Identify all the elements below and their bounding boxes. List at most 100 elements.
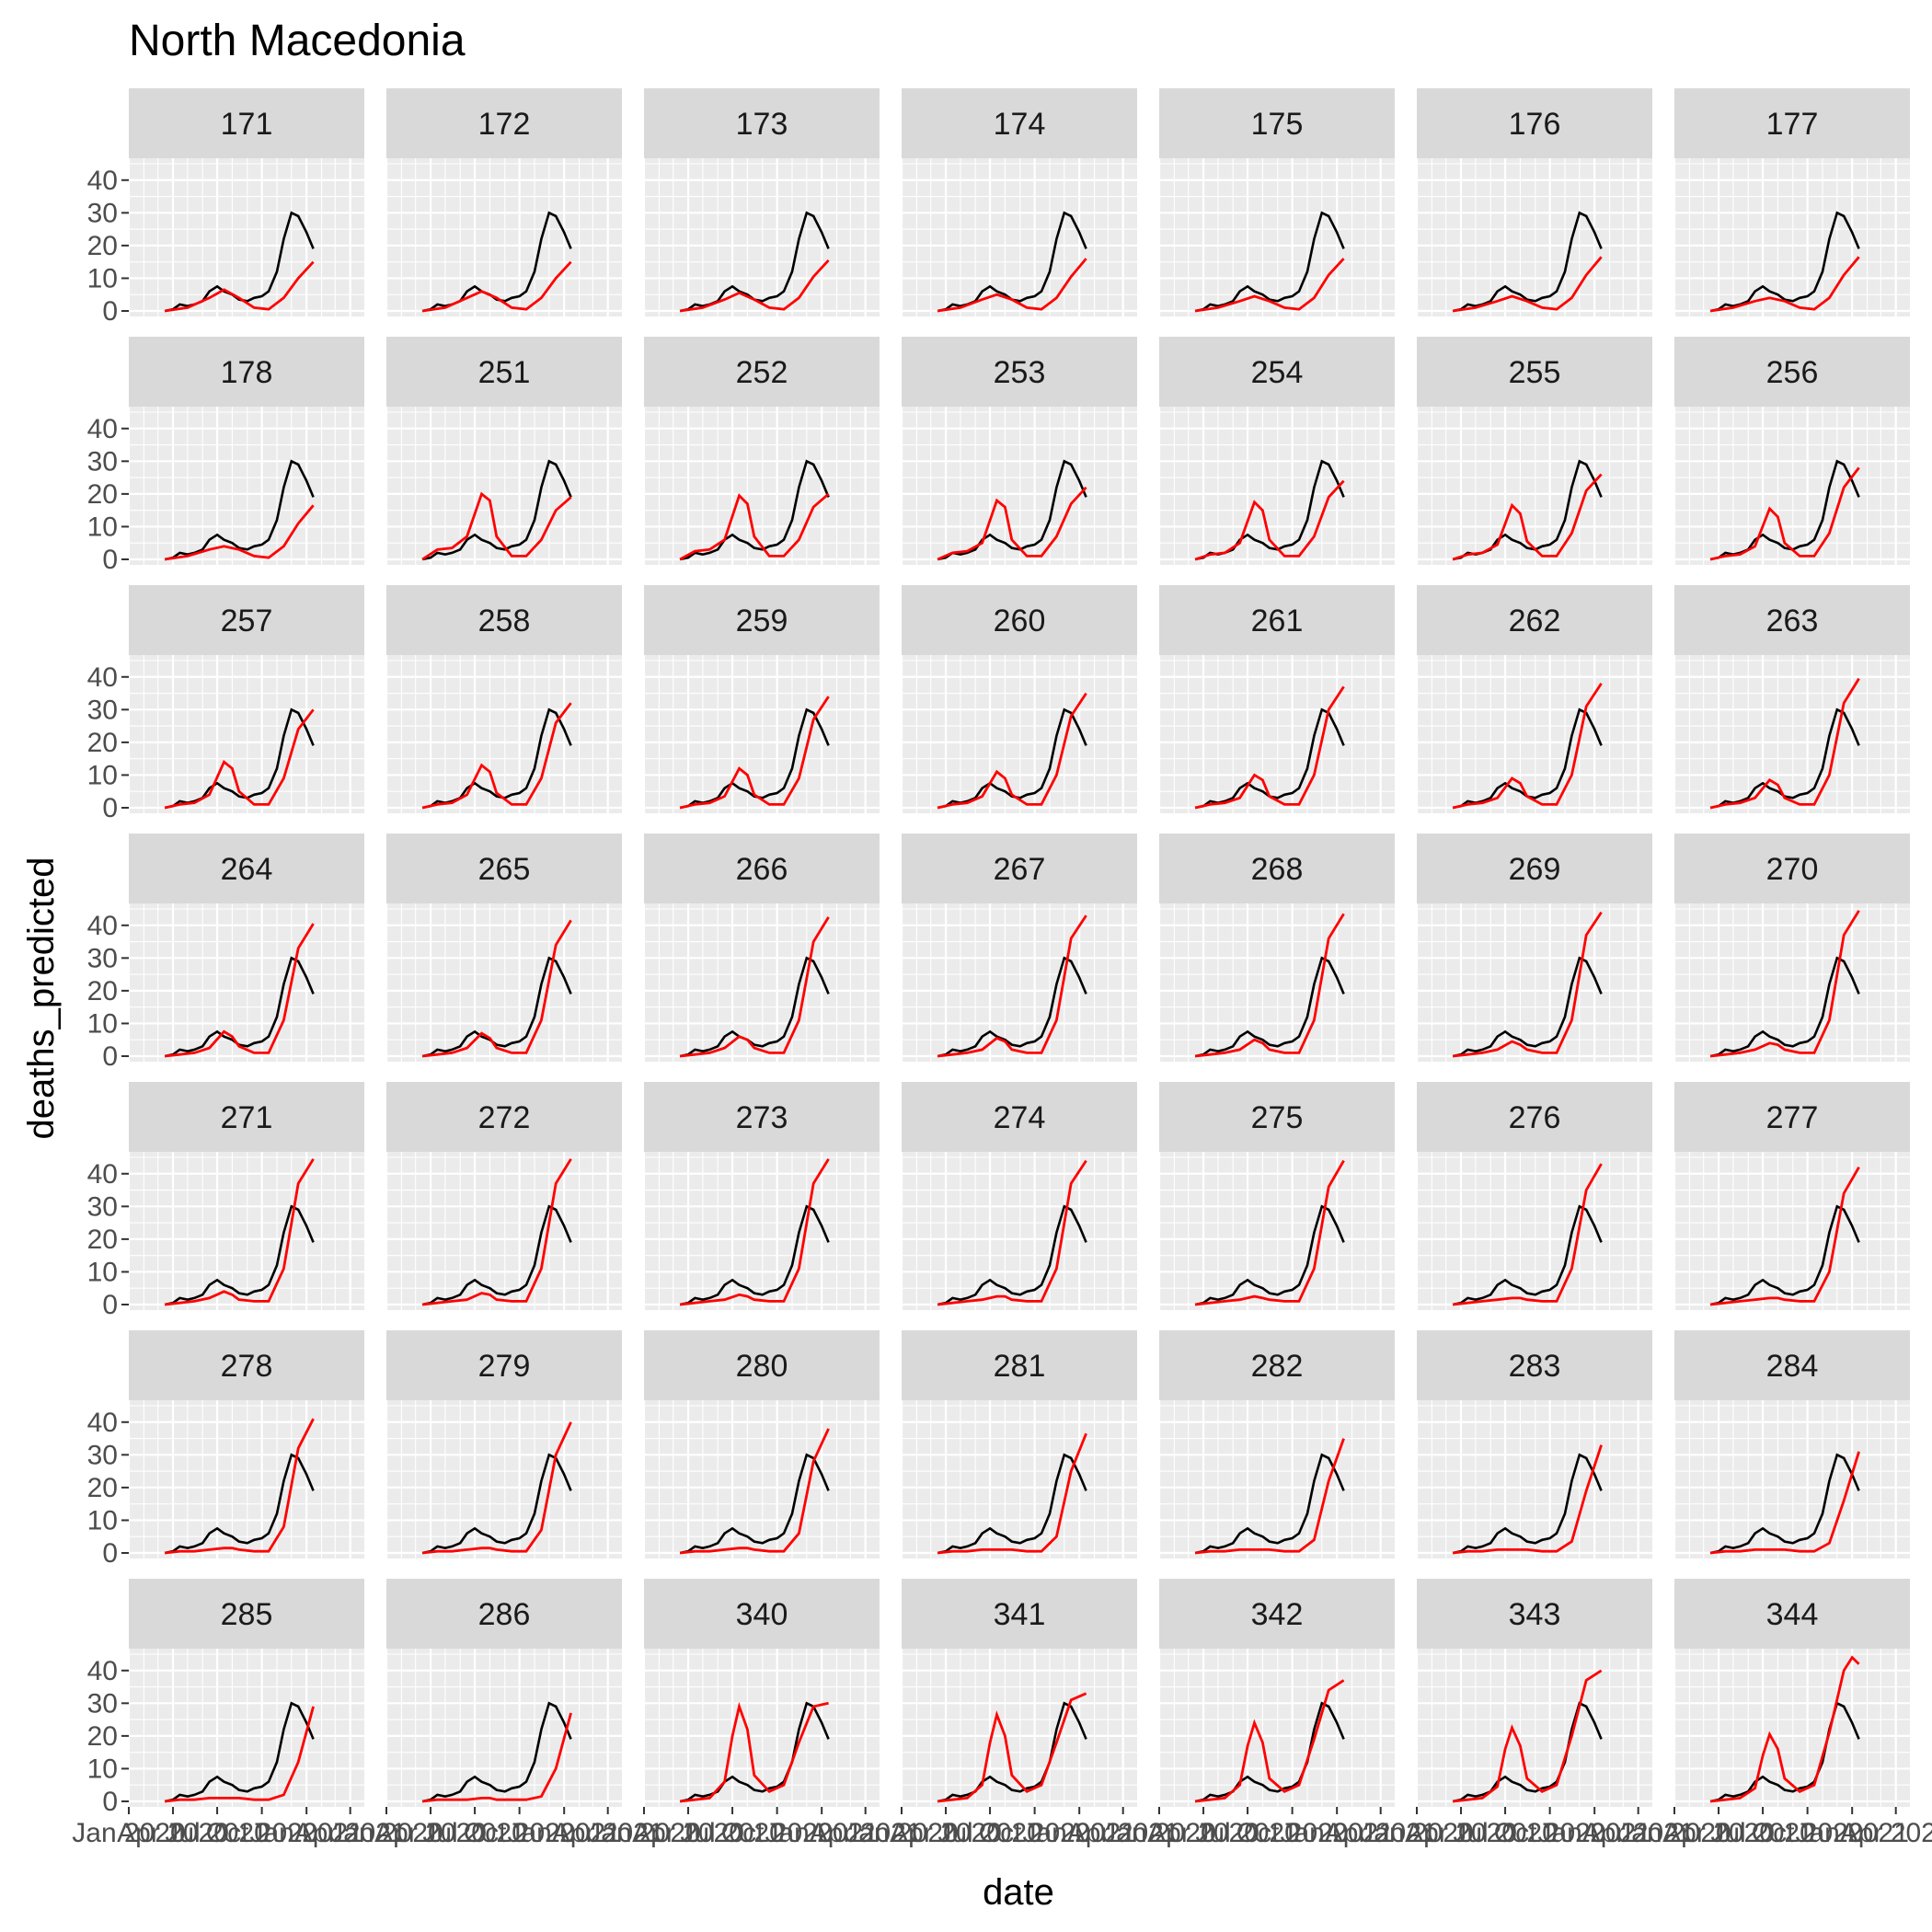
facet-panel: 176 — [1415, 88, 1652, 316]
facet-plot-area — [1417, 655, 1652, 813]
predicted-series-line — [1194, 913, 1345, 1058]
facet-panel: 175 — [1157, 88, 1395, 316]
x-tick-label: Jan 2021 — [1795, 1818, 1908, 1848]
y-tick-label: 40 — [87, 911, 118, 941]
facet-plot-area — [644, 158, 880, 316]
predicted-series-line — [679, 1701, 829, 1803]
x-tick-label: Oct 2020 — [464, 1818, 576, 1848]
facet-plot-area — [386, 407, 622, 565]
facet-plot-area — [1417, 1152, 1652, 1310]
observed-series-line — [1194, 1701, 1345, 1803]
x-tick-label: Apr 2020 — [374, 1818, 487, 1848]
chart-title: North Macedonia — [129, 17, 466, 65]
facet-plot-area — [1159, 407, 1395, 565]
x-tick-label: Apr 2021 — [294, 1818, 407, 1848]
x-tick-label: Apr 2021 — [1582, 1818, 1695, 1848]
facet-label: 251 — [478, 355, 531, 390]
facet-plot-area — [1417, 1649, 1652, 1807]
facet-plot-area — [386, 158, 622, 316]
y-tick-label: 0 — [102, 545, 118, 575]
observed-series-line — [1194, 1204, 1345, 1306]
y-tick-label: 0 — [102, 296, 118, 327]
predicted-series-line — [164, 260, 315, 313]
observed-series-line — [1194, 956, 1345, 1058]
facet-plot-area — [902, 1152, 1137, 1310]
x-tick-label: Jan 2020 — [845, 1818, 958, 1848]
facet-label: 172 — [478, 107, 531, 142]
facet-strip — [1159, 1082, 1395, 1152]
facet-label: 283 — [1509, 1349, 1561, 1384]
facet-plot-area — [129, 903, 364, 1062]
facet-label: 264 — [221, 852, 273, 887]
predicted-series-line — [937, 486, 1087, 561]
y-tick-label: 20 — [87, 976, 118, 1006]
y-axis-title: deaths_predicted — [21, 857, 62, 1140]
facet-strip — [902, 88, 1137, 158]
observed-series-line — [1709, 211, 1860, 313]
facet-panel: 280 — [642, 1330, 880, 1558]
facet-panel: 262 — [1415, 585, 1652, 813]
x-tick-label: Oct 2020 — [979, 1818, 1091, 1848]
predicted-series-line — [421, 1158, 572, 1306]
y-tick-label: 40 — [87, 1656, 118, 1686]
x-tick-label: Jan 2021 — [1537, 1818, 1650, 1848]
observed-series-line — [679, 1453, 830, 1555]
facet-plot-area — [1159, 1649, 1395, 1807]
predicted-series-line — [1452, 1163, 1603, 1306]
x-tick-label: Apr 2021 — [1325, 1818, 1437, 1848]
facet-panel: 281 — [900, 1330, 1137, 1558]
predicted-series-line — [1194, 1438, 1345, 1555]
x-tick-label: Apr 2021 — [810, 1818, 922, 1848]
x-axis-title: date — [983, 1872, 1054, 1913]
predicted-series-line — [937, 1692, 1087, 1803]
predicted-series-line — [937, 1159, 1087, 1306]
x-tick-label: Jan 2020 — [1360, 1818, 1473, 1848]
x-tick-label: Oct 2020 — [1494, 1818, 1606, 1848]
x-tick-label: Jul 2020 — [937, 1818, 1041, 1848]
facet-plot-area — [1674, 1649, 1910, 1807]
facet-plot-area — [644, 1152, 880, 1310]
x-tick-label: Jan 2020 — [72, 1818, 185, 1848]
facet-strip — [386, 1579, 622, 1649]
facet-label: 270 — [1766, 852, 1819, 887]
predicted-series-line — [421, 702, 572, 810]
facet-plot-area — [902, 158, 1137, 316]
predicted-series-line — [1709, 1451, 1860, 1555]
facet-panel: 172 — [385, 88, 622, 316]
x-tick-label: Oct 2020 — [1752, 1818, 1864, 1848]
facet-plot-area — [1417, 903, 1652, 1062]
observed-series-line — [937, 956, 1087, 1058]
facet-label: 261 — [1251, 604, 1304, 638]
facet-label: 281 — [994, 1349, 1046, 1384]
facet-label: 258 — [478, 604, 531, 638]
facet-strip — [1417, 834, 1652, 903]
y-tick-label: 10 — [87, 263, 118, 293]
facet-strip — [1417, 585, 1652, 655]
facet-label: 173 — [736, 107, 788, 142]
facet-plot-area — [644, 1649, 880, 1807]
facet-strip — [1417, 1082, 1652, 1152]
facet-label: 171 — [221, 107, 273, 142]
facet-label: 262 — [1509, 604, 1561, 638]
facet-label: 265 — [478, 852, 531, 887]
y-tick-label: 0 — [102, 1538, 118, 1569]
facet-strip — [1674, 1330, 1910, 1400]
facet-strip — [1674, 834, 1910, 903]
facet-label: 343 — [1509, 1597, 1561, 1632]
facet-plot-area — [129, 1400, 364, 1558]
facet-plot-area — [1159, 1400, 1395, 1558]
facet-label: 282 — [1251, 1349, 1304, 1384]
facet-strip — [129, 834, 364, 903]
facet-plot-area — [902, 655, 1137, 813]
y-tick-label: 40 — [87, 414, 118, 444]
facet-label: 280 — [736, 1349, 788, 1384]
facet-strip — [1674, 585, 1910, 655]
facet-label: 178 — [221, 355, 273, 390]
facet-plot-area — [1159, 903, 1395, 1062]
facet-plot-area — [129, 1649, 364, 1807]
x-tick-label: Jul 2020 — [1710, 1818, 1814, 1848]
facet-strip — [129, 585, 364, 655]
